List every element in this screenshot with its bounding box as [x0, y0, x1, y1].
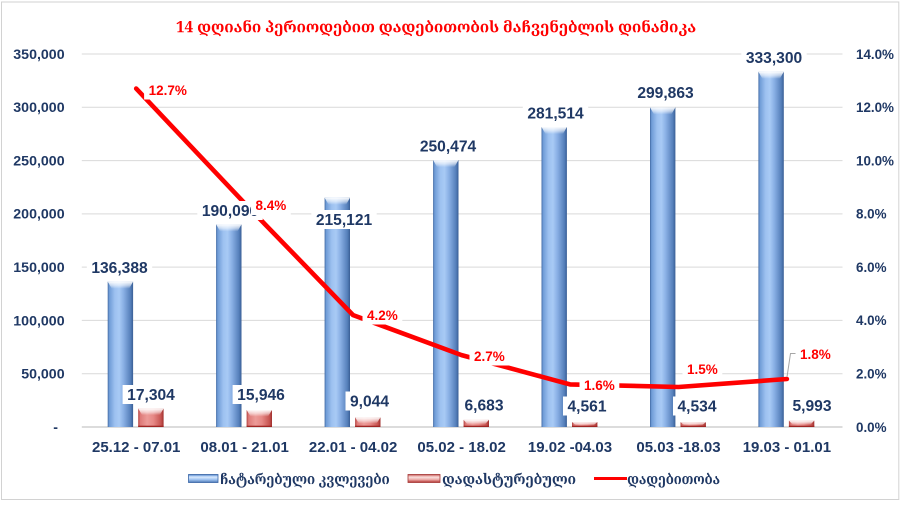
svg-text:05.02 - 18.02: 05.02 - 18.02: [417, 439, 505, 456]
svg-text:300,000: 300,000: [13, 100, 64, 116]
svg-text:200,000: 200,000: [13, 207, 64, 223]
svg-text:333,300: 333,300: [746, 50, 803, 67]
svg-text:215,121: 215,121: [316, 212, 373, 229]
svg-text:14.0%: 14.0%: [856, 47, 894, 62]
svg-text:250,000: 250,000: [13, 153, 64, 169]
svg-text:08.01 - 21.01: 08.01 - 21.01: [200, 439, 288, 456]
svg-text:25.12 - 07.01: 25.12 - 07.01: [92, 439, 180, 456]
svg-text:1.6%: 1.6%: [584, 378, 615, 393]
svg-text:-: -: [53, 420, 58, 436]
svg-text:6.0%: 6.0%: [856, 260, 887, 275]
svg-text:4.2%: 4.2%: [367, 308, 398, 323]
svg-text:100,000: 100,000: [13, 313, 64, 329]
svg-text:22.01 - 04.02: 22.01 - 04.02: [309, 439, 397, 456]
svg-text:15,946: 15,946: [237, 387, 285, 404]
svg-text:299,863: 299,863: [637, 85, 694, 102]
svg-text:4,534: 4,534: [677, 399, 716, 416]
svg-text:12.0%: 12.0%: [856, 100, 894, 115]
svg-text:2.7%: 2.7%: [474, 349, 505, 364]
svg-text:1.5%: 1.5%: [687, 362, 718, 377]
svg-text:190,096: 190,096: [202, 203, 259, 220]
svg-text:50,000: 50,000: [21, 367, 65, 383]
svg-text:05.03 -18.03: 05.03 -18.03: [636, 439, 720, 456]
svg-text:17,304: 17,304: [127, 387, 175, 404]
svg-text:136,388: 136,388: [91, 260, 148, 277]
svg-text:250,474: 250,474: [420, 139, 477, 156]
svg-text:4,561: 4,561: [567, 399, 606, 416]
svg-text:12.7%: 12.7%: [149, 83, 187, 98]
svg-text:8.0%: 8.0%: [856, 207, 887, 222]
svg-text:4.0%: 4.0%: [856, 313, 887, 328]
svg-text:281,514: 281,514: [527, 106, 584, 123]
svg-text:5,993: 5,993: [792, 398, 831, 415]
svg-text:9,044: 9,044: [350, 394, 389, 411]
svg-text:1.8%: 1.8%: [800, 347, 831, 362]
svg-text:6,683: 6,683: [464, 398, 503, 415]
svg-text:150,000: 150,000: [13, 260, 64, 276]
svg-text:0.0%: 0.0%: [856, 420, 887, 435]
svg-text:19.03 - 01.01: 19.03 - 01.01: [743, 439, 831, 456]
svg-text:8.4%: 8.4%: [256, 198, 287, 213]
svg-text:350,000: 350,000: [13, 47, 64, 63]
svg-text:19.02 -04.03: 19.02 -04.03: [528, 439, 612, 456]
svg-text:10.0%: 10.0%: [856, 153, 894, 168]
svg-text:2.0%: 2.0%: [856, 367, 887, 382]
